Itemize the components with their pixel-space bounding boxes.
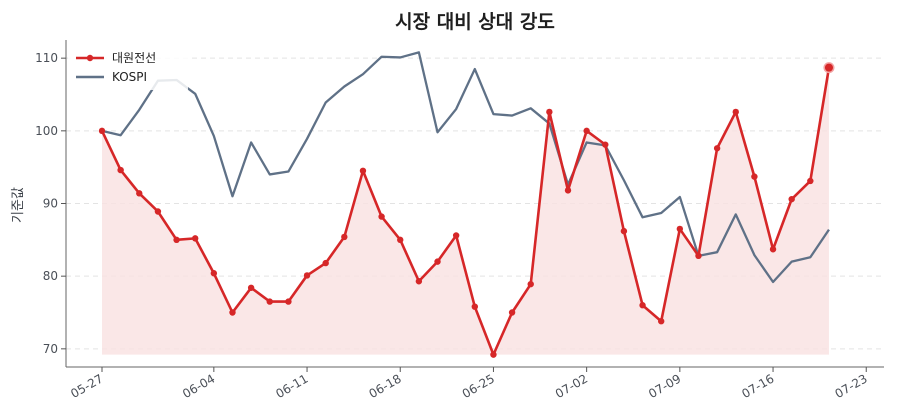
y-tick-label-3: 100 (35, 124, 58, 138)
data-point-25 (564, 187, 572, 194)
data-point-1 (117, 166, 124, 174)
data-point-29 (639, 302, 646, 309)
legend: 대원전선 KOSPI (68, 46, 188, 90)
y-tick-label-0: 70 (43, 342, 58, 356)
legend-label-series-0: 대원전선 (112, 51, 156, 65)
data-point-38 (807, 177, 814, 185)
data-point-34 (732, 108, 739, 116)
data-point-32 (695, 252, 702, 260)
data-point-4 (173, 236, 180, 244)
data-point-5 (192, 235, 199, 242)
series-area-fill (102, 67, 829, 355)
legend-box (68, 46, 188, 90)
data-point-17 (415, 278, 423, 285)
data-point-33 (713, 145, 721, 152)
data-point-12 (322, 259, 329, 267)
data-point-2 (136, 190, 143, 197)
data-point-23 (527, 280, 534, 288)
data-point-35 (751, 173, 758, 180)
y-tick-label-2: 90 (43, 197, 58, 211)
data-point-10 (285, 298, 292, 305)
data-point-9 (266, 298, 273, 305)
x-tick-label-6: 07-09 (646, 371, 683, 401)
data-point-11 (303, 272, 311, 279)
x-tick-label-3: 06-18 (367, 371, 404, 401)
data-point-28 (620, 227, 628, 235)
data-point-6 (210, 270, 218, 277)
area-layer (102, 67, 829, 355)
data-point-3 (154, 208, 162, 215)
series-line-stock (100, 67, 831, 356)
data-point-19 (452, 232, 460, 239)
data-point-13 (341, 233, 348, 241)
series-layer (98, 51, 835, 358)
x-tick-label-2: 06-11 (273, 371, 310, 401)
data-point-39 (823, 62, 835, 74)
data-point-37 (788, 195, 795, 203)
data-point-26 (583, 127, 590, 135)
y-axis-ticks: 70 80 90 100 110 (35, 51, 66, 356)
x-tick-label-0: 05-27 (68, 371, 105, 401)
data-point-7 (229, 309, 236, 316)
data-point-22 (508, 309, 516, 316)
x-tick-label-7: 07-16 (739, 371, 776, 401)
data-point-27 (602, 141, 609, 148)
data-point-24 (546, 108, 553, 116)
data-point-16 (397, 236, 404, 244)
series-line-kospi (101, 51, 830, 284)
legend-label-series-1: KOSPI (112, 70, 147, 84)
y-axis-label: 기준값 (11, 187, 26, 223)
legend-marker-series-0 (86, 54, 94, 62)
x-tick-label-1: 06-04 (180, 371, 217, 401)
y-tick-label-4: 110 (35, 51, 58, 65)
data-point-14 (359, 167, 367, 174)
data-point-8 (247, 284, 255, 291)
data-point-20 (471, 303, 478, 310)
data-point-30 (658, 318, 665, 325)
data-point-18 (434, 258, 441, 265)
x-tick-label-5: 07-02 (553, 371, 590, 401)
data-point-31 (676, 225, 684, 233)
x-tick-label-4: 06-25 (460, 371, 497, 401)
data-point-15 (378, 213, 385, 220)
data-point-0 (98, 127, 106, 135)
x-tick-label-8: 07-23 (833, 371, 870, 401)
y-tick-label-1: 80 (43, 269, 58, 283)
data-point-21 (490, 351, 497, 358)
chart-title: 시장 대비 상대 강도 (395, 11, 555, 33)
data-point-36 (769, 246, 777, 253)
x-axis-ticks: 05-27 06-04 06-11 06-18 06-25 07-02 07-09 07-16… (68, 367, 870, 401)
